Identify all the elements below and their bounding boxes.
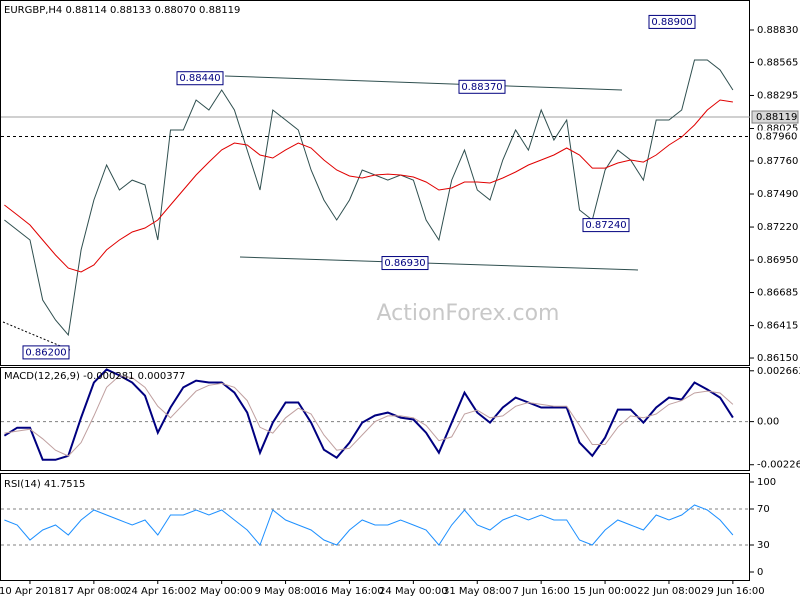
- price-annotation-box: [648, 14, 696, 29]
- price-annotation-box: [176, 71, 224, 86]
- price-annotation-box: [22, 345, 70, 360]
- price-tag-label: 0.88119: [756, 112, 797, 123]
- watermark: ActionForex.com: [377, 301, 560, 326]
- y-tick-label: 0.88565: [757, 57, 798, 68]
- y-tick-label: 0.00: [757, 417, 779, 428]
- series-line: [4, 375, 734, 457]
- y-tick-label: 0: [757, 567, 763, 578]
- x-tick-label: 31 May 08:00: [443, 586, 512, 597]
- series-line: [4, 504, 734, 546]
- y-tick-label: 0.86415: [757, 321, 798, 332]
- x-tick-label: 2 May 00:00: [191, 586, 253, 597]
- y-tick-label: 70: [757, 504, 770, 515]
- y-tick-label: 0.86685: [757, 288, 798, 299]
- y-tick-label: 0.88295: [757, 90, 798, 101]
- macd-panel: [0, 367, 750, 471]
- rsi-panel: [0, 473, 750, 581]
- x-tick-label: 7 Jun 16:00: [513, 586, 570, 597]
- x-tick-label: 24 May 00:00: [379, 586, 448, 597]
- price-annotation: 0.86930: [384, 258, 425, 269]
- dotted-trendline: [2, 321, 71, 351]
- panel-title: MACD(12,26,9) -0.000281 0.000377: [4, 371, 185, 382]
- price-annotation: 0.88900: [651, 17, 692, 28]
- price-tag: [752, 130, 798, 143]
- price-panel: [0, 0, 750, 366]
- series-line: [4, 59, 734, 337]
- y-tick-label: 0.88830: [757, 25, 798, 36]
- y-tick-label: 0.87760: [757, 156, 798, 167]
- x-tick-label: 29 Jun 16:00: [701, 586, 765, 597]
- y-tick-label: 0.87220: [757, 222, 798, 233]
- price-tag-label: 0.87960: [756, 131, 797, 142]
- upper-trendline: [224, 75, 623, 91]
- price-annotation: 0.88440: [179, 73, 220, 84]
- y-tick-label: 0.86150: [757, 353, 798, 364]
- series-line: [3, 368, 734, 461]
- panel-title: EURGBP,H4 0.88114 0.88133 0.88070 0.8811…: [4, 5, 240, 16]
- y-tick-label: 0.002663: [757, 366, 800, 377]
- x-tick-label: 17 Apr 08:00: [61, 586, 126, 597]
- price-annotation: 0.87240: [585, 220, 626, 231]
- y-tick-label: -0.00226: [757, 460, 800, 471]
- price-annotation-box: [582, 218, 630, 233]
- x-tick-label: 16 May 16:00: [315, 586, 384, 597]
- y-tick-label: 0.87490: [757, 189, 798, 200]
- series-line: [4, 99, 733, 273]
- price-annotation-box: [381, 256, 429, 271]
- x-tick-label: 15 Jun 00:00: [573, 586, 637, 597]
- y-tick-label: 100: [757, 477, 776, 488]
- panel-title: RSI(14) 41.7515: [4, 479, 85, 490]
- price-annotation: 0.86200: [25, 347, 66, 358]
- x-tick-label: 10 Apr 2018: [0, 586, 61, 597]
- x-tick-label: 22 Jun 08:00: [637, 586, 701, 597]
- y-tick-label: 0.88025: [757, 124, 798, 135]
- y-tick-label: 0.86950: [757, 255, 798, 266]
- price-annotation-box: [458, 79, 506, 94]
- price-annotation: 0.88370: [461, 82, 502, 93]
- price-tag: [751, 110, 799, 124]
- x-tick-label: 9 May 08:00: [254, 586, 316, 597]
- y-tick-label: 30: [757, 540, 770, 551]
- x-tick-label: 24 Apr 16:00: [125, 586, 190, 597]
- lower-trendline: [239, 256, 639, 271]
